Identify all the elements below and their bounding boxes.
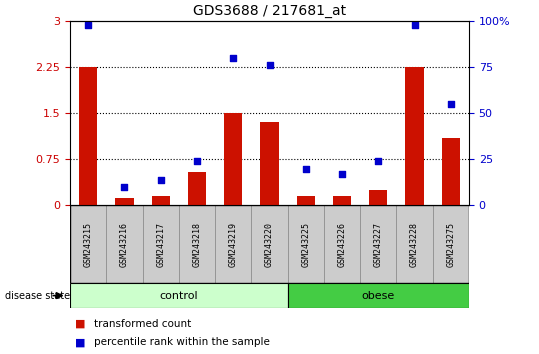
Point — [265, 63, 274, 68]
Text: ■: ■ — [75, 319, 86, 329]
Bar — [405, 67, 424, 205]
Bar — [106, 205, 143, 283]
Point — [192, 158, 201, 164]
Bar — [115, 198, 134, 205]
Text: GSM243228: GSM243228 — [410, 222, 419, 267]
Point — [229, 55, 238, 61]
Text: disease state: disease state — [5, 291, 71, 301]
Text: percentile rank within the sample: percentile rank within the sample — [94, 337, 270, 348]
Bar — [296, 196, 315, 205]
Bar — [288, 205, 324, 283]
Bar — [215, 205, 251, 283]
Text: GSM243275: GSM243275 — [446, 222, 455, 267]
Text: GSM243226: GSM243226 — [337, 222, 347, 267]
Bar — [79, 67, 97, 205]
Point — [156, 177, 165, 182]
Point — [84, 22, 93, 28]
Point — [446, 101, 455, 107]
Point — [120, 184, 129, 190]
Bar — [151, 196, 170, 205]
Bar — [369, 190, 388, 205]
Bar — [360, 205, 396, 283]
Bar — [70, 283, 288, 308]
Bar — [396, 205, 433, 283]
Text: GSM243225: GSM243225 — [301, 222, 310, 267]
Text: GDS3688 / 217681_at: GDS3688 / 217681_at — [193, 4, 346, 18]
Bar — [188, 172, 206, 205]
Text: GSM243215: GSM243215 — [84, 222, 93, 267]
Text: GSM243227: GSM243227 — [374, 222, 383, 267]
Bar — [288, 283, 469, 308]
Bar — [324, 205, 360, 283]
Text: GSM243219: GSM243219 — [229, 222, 238, 267]
Bar — [251, 205, 288, 283]
Text: GSM243217: GSM243217 — [156, 222, 165, 267]
Bar — [442, 138, 460, 205]
Bar — [143, 205, 179, 283]
Bar — [224, 113, 243, 205]
Bar — [333, 196, 351, 205]
Text: transformed count: transformed count — [94, 319, 191, 329]
Text: obese: obese — [362, 291, 395, 301]
Text: control: control — [160, 291, 198, 301]
Bar — [70, 205, 106, 283]
Text: ■: ■ — [75, 337, 86, 348]
Bar — [260, 122, 279, 205]
Text: GSM243220: GSM243220 — [265, 222, 274, 267]
Bar — [179, 205, 215, 283]
Text: GSM243216: GSM243216 — [120, 222, 129, 267]
Point — [374, 158, 383, 164]
Bar — [433, 205, 469, 283]
Point — [301, 166, 310, 171]
Text: GSM243218: GSM243218 — [192, 222, 202, 267]
Point — [410, 22, 419, 28]
Point — [338, 171, 347, 177]
